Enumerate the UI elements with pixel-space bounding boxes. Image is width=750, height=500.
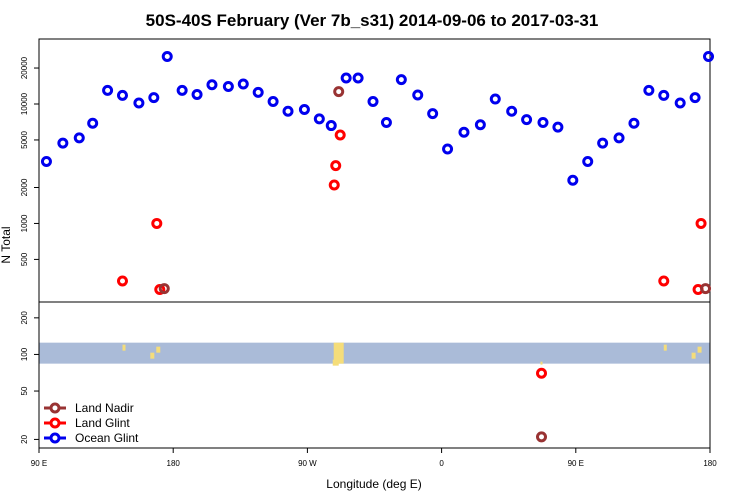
- upper-land-nadir-point: [158, 283, 170, 295]
- upper-ocean-glint-point: [474, 119, 486, 131]
- legend-land-glint-label: Land Glint: [75, 416, 130, 430]
- upper-y-tick-label: 2000: [20, 178, 29, 196]
- land-feature: [122, 344, 126, 351]
- lower-panel-frame: [38, 301, 711, 449]
- legend-land-nadir-label: Land Nadir: [75, 401, 134, 415]
- upper-ocean-glint-point: [506, 105, 518, 117]
- upper-panel-frame: [38, 38, 711, 303]
- upper-ocean-glint-point: [102, 84, 114, 96]
- lower-y-tick-label: 200: [20, 311, 29, 325]
- y-axis-label: N Total: [0, 226, 13, 263]
- upper-ocean-glint-point: [521, 114, 533, 126]
- upper-ocean-glint-point: [252, 86, 264, 98]
- upper-ocean-glint-point: [237, 78, 249, 90]
- upper-ocean-glint-point: [222, 81, 234, 93]
- upper-land-nadir-point: [700, 283, 712, 295]
- legend-ocean-glint-marker: [49, 432, 61, 444]
- upper-ocean-glint-point: [57, 137, 69, 149]
- upper-ocean-glint-point: [176, 84, 188, 96]
- upper-ocean-glint-point: [537, 116, 549, 128]
- lower-land-glint-point: [536, 367, 548, 379]
- upper-ocean-glint-point: [395, 74, 407, 86]
- x-tick-label: 0: [439, 459, 444, 468]
- upper-ocean-glint-point: [489, 93, 501, 105]
- x-tick-label: 90 W: [298, 459, 317, 468]
- lower-panel-background: [39, 342, 710, 366]
- upper-ocean-glint-point: [298, 103, 310, 115]
- land-feature: [697, 346, 702, 353]
- lower-y-tick-label: 100: [20, 347, 29, 361]
- upper-ocean-glint-point: [206, 79, 218, 91]
- upper-land-glint-point: [330, 160, 342, 172]
- legend-land-glint-marker: [49, 417, 61, 429]
- upper-ocean-glint-point: [267, 95, 279, 107]
- upper-y-tick-label: 1000: [20, 214, 29, 232]
- upper-ocean-glint-point: [582, 156, 594, 168]
- upper-ocean-glint-point: [367, 95, 379, 107]
- upper-land-glint-point: [334, 129, 346, 141]
- x-axis-label: Longitude (deg E): [326, 477, 421, 491]
- upper-land-glint-point: [695, 217, 707, 229]
- upper-ocean-glint-point: [628, 117, 640, 129]
- lower-y-tick-label: 20: [20, 434, 29, 443]
- axes-layer: 500 1000 2000 5000 10000 20000 20 50 100 200 90 E 1…: [20, 38, 717, 468]
- upper-ocean-glint-point: [703, 50, 715, 62]
- upper-ocean-glint-point: [380, 116, 392, 128]
- upper-ocean-glint-point: [643, 84, 655, 96]
- upper-ocean-glint-point: [352, 72, 364, 84]
- upper-ocean-glint-point: [148, 92, 160, 104]
- land-feature: [691, 352, 696, 359]
- upper-ocean-glint-point: [442, 143, 454, 155]
- upper-ocean-glint-point: [133, 97, 145, 109]
- land-feature: [333, 342, 344, 364]
- land-feature: [156, 346, 161, 353]
- upper-ocean-glint-point: [73, 132, 85, 144]
- upper-ocean-glint-point: [117, 89, 129, 101]
- upper-land-glint-point: [151, 217, 163, 229]
- upper-ocean-glint-point: [340, 72, 352, 84]
- land-feature: [332, 359, 339, 366]
- data-points-layer: [40, 50, 715, 443]
- upper-y-tick-label: 5000: [20, 131, 29, 149]
- upper-y-tick-label: 10000: [20, 92, 29, 115]
- upper-ocean-glint-point: [313, 113, 325, 125]
- x-tick-label: 180: [167, 459, 181, 468]
- land-feature: [150, 352, 155, 359]
- upper-ocean-glint-point: [427, 108, 439, 120]
- x-tick-label: 180: [703, 459, 717, 468]
- chart-title: 50S-40S February (Ver 7b_s31) 2014-09-06…: [146, 11, 599, 30]
- upper-ocean-glint-point: [613, 132, 625, 144]
- x-tick-label: 90 E: [31, 459, 47, 468]
- upper-ocean-glint-point: [552, 121, 564, 133]
- upper-ocean-glint-point: [689, 92, 701, 104]
- upper-ocean-glint-point: [325, 120, 337, 132]
- lower-land-nadir-point: [536, 431, 548, 443]
- land-feature: [540, 361, 543, 365]
- upper-ocean-glint-point: [458, 126, 470, 138]
- upper-ocean-glint-point: [282, 105, 294, 117]
- upper-y-tick-label: 20000: [20, 56, 29, 79]
- upper-land-glint-point: [328, 179, 340, 191]
- lower-y-tick-label: 50: [20, 386, 29, 395]
- upper-land-nadir-point: [333, 86, 345, 98]
- upper-ocean-glint-point: [412, 89, 424, 101]
- upper-ocean-glint-point: [161, 50, 173, 62]
- sea-ice-band: [39, 342, 710, 364]
- upper-ocean-glint-point: [40, 156, 52, 168]
- upper-land-glint-point: [117, 275, 129, 287]
- upper-land-glint-point: [658, 275, 670, 287]
- upper-ocean-glint-point: [674, 97, 686, 109]
- legend-land-nadir-marker: [49, 402, 61, 414]
- legend-ocean-glint-label: Ocean Glint: [75, 431, 139, 445]
- upper-y-tick-label: 500: [20, 252, 29, 266]
- upper-ocean-glint-point: [191, 89, 203, 101]
- upper-ocean-glint-point: [597, 137, 609, 149]
- upper-ocean-glint-point: [658, 89, 670, 101]
- land-feature: [663, 344, 667, 351]
- upper-ocean-glint-point: [567, 174, 579, 186]
- x-tick-label: 90 E: [568, 459, 584, 468]
- upper-ocean-glint-point: [87, 117, 99, 129]
